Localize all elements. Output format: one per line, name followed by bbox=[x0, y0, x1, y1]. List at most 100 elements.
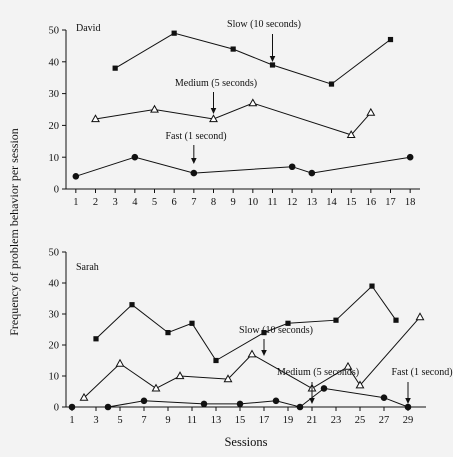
david-circle-series-label: Fast (1 second) bbox=[165, 131, 226, 142]
david-x-tick-label: 16 bbox=[366, 197, 377, 208]
sarah-square-series-point bbox=[393, 317, 399, 323]
david-square-series-line bbox=[114, 32, 391, 85]
sarah-triangle-series-point bbox=[175, 371, 185, 380]
david-triangle-series-point bbox=[150, 104, 159, 113]
sarah-circle-series-label: Fast (1 second) bbox=[391, 367, 452, 378]
sarah-x-tick-label: 17 bbox=[259, 415, 270, 426]
sarah-circle-series-point bbox=[320, 385, 328, 392]
david-x-tick-label: 15 bbox=[346, 197, 357, 208]
david-x-tick-label: 9 bbox=[231, 197, 236, 208]
sarah-x-tick-label: 13 bbox=[211, 415, 222, 426]
david-circle-series-line bbox=[75, 156, 411, 177]
david-x-tick-label: 8 bbox=[211, 197, 216, 208]
sarah-triangle-series-point bbox=[151, 383, 161, 392]
sarah-x-tick-label: 15 bbox=[235, 415, 246, 426]
david-x-tick-label: 4 bbox=[132, 197, 138, 208]
david-square-series-point bbox=[269, 62, 276, 68]
y-axis-label: Frequency of problem behavior per sessio… bbox=[7, 128, 21, 336]
david-x-tick-label: 3 bbox=[113, 197, 118, 208]
david-x-tick-label: 12 bbox=[287, 197, 298, 208]
david-panel-title: David bbox=[76, 23, 100, 34]
david-y-tick-label: 0 bbox=[54, 185, 59, 196]
sarah-x-tick-label: 29 bbox=[403, 415, 414, 426]
david-triangle-series-line bbox=[95, 102, 372, 136]
sarah-circle-series-point bbox=[68, 403, 76, 411]
sarah-triangle-series-point bbox=[355, 380, 365, 389]
sarah-circle-series-point bbox=[140, 397, 148, 405]
sarah-y-tick-label: 50 bbox=[49, 248, 60, 259]
sarah-x-tick-label: 23 bbox=[331, 415, 342, 426]
sarah-x-tick-label: 19 bbox=[283, 415, 294, 426]
david-square-series-arrow bbox=[269, 34, 276, 62]
sarah-triangle-series-point bbox=[415, 312, 425, 321]
sarah-x-tick-label: 25 bbox=[355, 415, 366, 426]
sarah-x-tick-label: 21 bbox=[307, 415, 318, 426]
sarah-circle-series-point bbox=[380, 394, 388, 402]
sarah-y-tick-label: 10 bbox=[49, 372, 60, 383]
sarah-square-series-label: Slow (10 seconds) bbox=[239, 325, 313, 336]
sarah-square-series-point bbox=[285, 320, 291, 326]
sarah-x-tick-label: 7 bbox=[141, 415, 146, 426]
david-circle-series-point bbox=[308, 169, 316, 177]
sarah-y-tick-label: 30 bbox=[49, 310, 60, 321]
x-axis-label: Sessions bbox=[224, 435, 267, 449]
sarah-circle-series-point bbox=[236, 400, 244, 408]
sarah-square-series-point bbox=[93, 336, 99, 342]
david-triangle-series-point bbox=[346, 130, 356, 139]
sarah-triangle-series-point bbox=[223, 374, 233, 383]
sarah-triangle-series-arrow bbox=[309, 382, 315, 404]
david-x-tick-label: 1 bbox=[73, 197, 78, 208]
sarah-circle-series-point bbox=[404, 403, 412, 411]
david-y-tick-label: 30 bbox=[49, 89, 60, 100]
david-y-tick-label: 40 bbox=[49, 57, 60, 68]
sarah-square-series-point bbox=[189, 320, 195, 326]
sarah-x-tick-label: 11 bbox=[187, 415, 197, 426]
sarah-triangle-series-point bbox=[343, 361, 353, 370]
sarah-circle-series-point bbox=[104, 403, 112, 411]
sarah-square-series-line bbox=[95, 285, 397, 362]
sarah-circle-series-arrow bbox=[405, 382, 411, 404]
david-square-series-point bbox=[387, 36, 394, 43]
sarah-square-series-point bbox=[333, 317, 339, 323]
sarah-y-tick-label: 20 bbox=[49, 341, 60, 352]
david-x-tick-label: 14 bbox=[326, 197, 337, 208]
david-triangle-series-label: Medium (5 seconds) bbox=[175, 78, 257, 89]
david-triangle-series-point bbox=[209, 114, 218, 123]
sarah-panel-title: Sarah bbox=[76, 262, 99, 273]
david-square-series-point bbox=[171, 30, 177, 36]
sarah-x-tick-label: 1 bbox=[69, 415, 74, 426]
sarah-x-tick-label: 3 bbox=[93, 415, 98, 426]
david-square-series-point bbox=[328, 81, 335, 87]
sarah-x-tick-label: 27 bbox=[379, 415, 390, 426]
david-square-series-point bbox=[230, 46, 236, 52]
david-circle-series-point bbox=[288, 163, 296, 171]
david-x-tick-label: 7 bbox=[191, 197, 196, 208]
sarah-circle-series-point bbox=[272, 397, 280, 405]
sarah-circle-series-point bbox=[296, 403, 304, 411]
david-circle-series-arrow bbox=[191, 145, 197, 164]
sarah-square-series-point bbox=[129, 302, 135, 308]
sarah-y-tick-label: 40 bbox=[49, 279, 60, 290]
david-triangle-series-arrow bbox=[210, 92, 217, 114]
sarah-x-tick-label: 9 bbox=[165, 415, 170, 426]
sarah-x-tick-label: 5 bbox=[117, 415, 122, 426]
david-y-tick-label: 10 bbox=[49, 153, 60, 164]
sarah-square-series-point bbox=[261, 330, 267, 336]
david-triangle-series-point bbox=[91, 114, 100, 123]
david-x-tick-label: 17 bbox=[385, 197, 396, 208]
david-x-tick-label: 10 bbox=[248, 197, 259, 208]
sarah-triangle-series-label: Medium (5 seconds) bbox=[277, 367, 359, 378]
sarah-circle-series-point bbox=[200, 400, 208, 408]
david-x-tick-label: 5 bbox=[152, 197, 157, 208]
sarah-square-series-point bbox=[213, 357, 219, 364]
sarah-y-tick-label: 0 bbox=[54, 403, 59, 414]
david-square-series-point bbox=[112, 65, 118, 71]
sarah-triangle-series-line bbox=[83, 316, 421, 399]
david-triangle-series-point bbox=[366, 107, 376, 116]
sarah-square-series-arrow bbox=[261, 339, 267, 356]
david-circle-series-point bbox=[131, 153, 139, 161]
david-y-tick-label: 20 bbox=[49, 121, 60, 132]
